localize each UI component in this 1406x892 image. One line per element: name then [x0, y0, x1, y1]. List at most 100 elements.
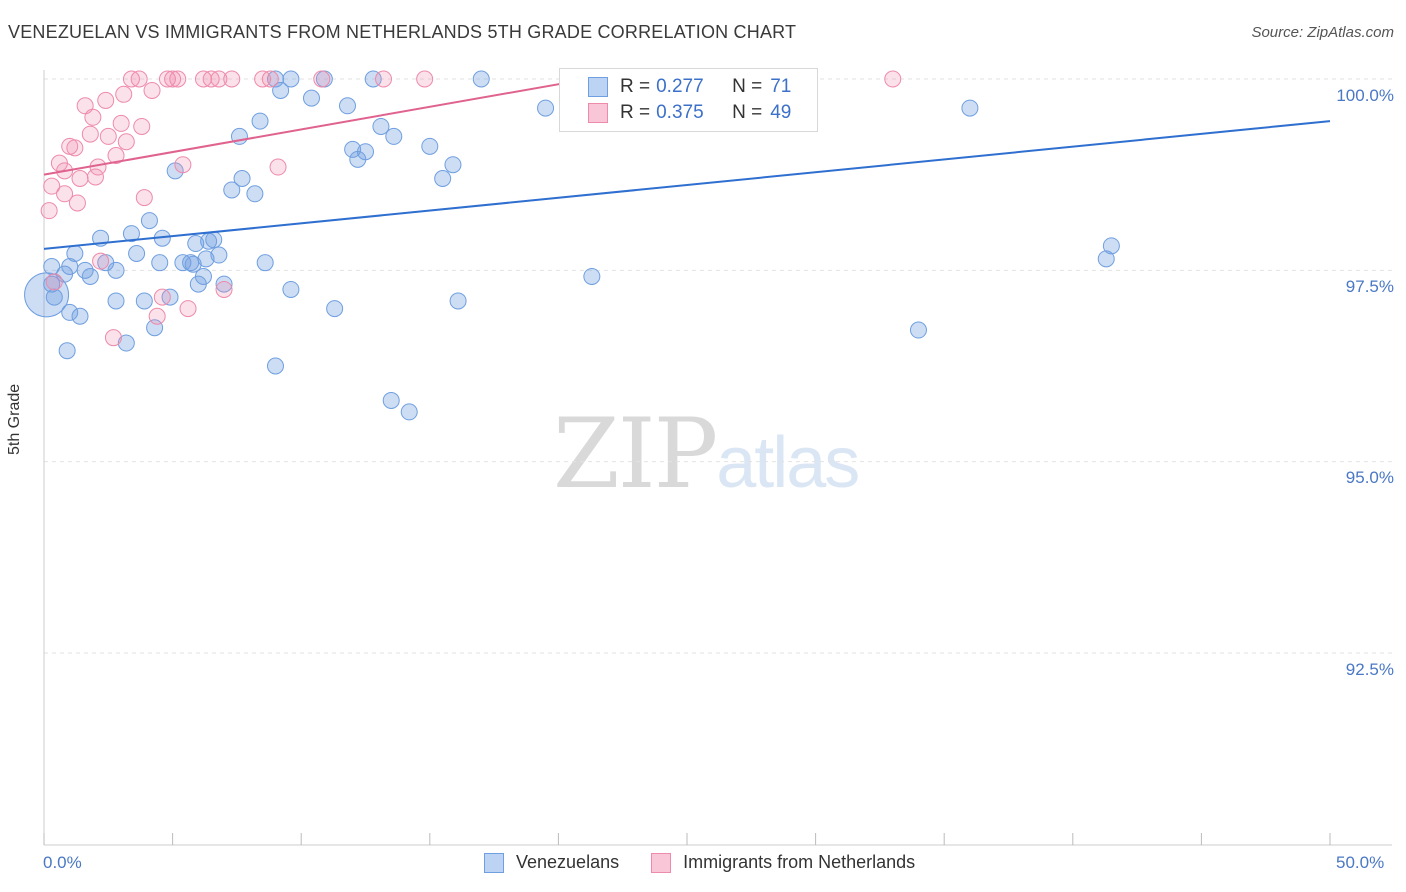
y-tick-label: 100.0% — [1336, 86, 1394, 105]
venezuelan-point — [107, 292, 125, 310]
netherlands-point — [130, 70, 148, 88]
grid-lines — [44, 78, 1392, 654]
netherlands-point — [45, 273, 63, 291]
venezuelan-point — [272, 81, 290, 99]
netherlands-point — [56, 185, 74, 203]
venezuelan-point — [43, 275, 61, 293]
y-axis-label: 5th Grade — [6, 383, 23, 455]
venezuelan-point — [961, 99, 979, 117]
netherlands-point — [112, 114, 130, 132]
venezuelan-point — [1102, 237, 1120, 255]
venezuelan-point — [537, 99, 555, 117]
venezuelan-point — [140, 212, 158, 230]
venezuelan-point — [246, 185, 264, 203]
netherlands-point — [884, 70, 902, 88]
netherlands-point — [261, 70, 279, 88]
venezuelan-point — [61, 303, 79, 321]
netherlands-point — [169, 70, 187, 88]
source-label: Source: ZipAtlas.com — [1251, 24, 1394, 41]
legend-swatch-venezuelans — [588, 77, 608, 97]
legend: R = 0.277 N = 71 R = 0.375 N = 49 — [559, 68, 818, 132]
legend-r-label: R = — [620, 102, 651, 123]
netherlands-point — [107, 147, 125, 165]
netherlands-point — [104, 329, 122, 347]
y-tick-label: 97.5% — [1345, 277, 1394, 296]
venezuelan-point — [266, 357, 284, 375]
netherlands-point — [416, 70, 434, 88]
venezuelan-point — [71, 307, 89, 325]
chart-title: VENEZUELAN VS IMMIGRANTS FROM NETHERLAND… — [8, 22, 797, 42]
netherlands-point — [97, 91, 115, 109]
venezuelan-point — [326, 300, 344, 318]
venezuelan-point — [184, 255, 202, 273]
legend-row-netherlands: R = 0.375 N = 49 — [560, 100, 791, 126]
netherlands-point — [92, 252, 110, 270]
watermark-atlas: atlas — [716, 423, 860, 503]
axes — [43, 70, 1392, 846]
netherlands-point — [135, 189, 153, 207]
netherlands-point — [117, 133, 135, 151]
netherlands-point — [40, 202, 58, 220]
venezuelan-point — [909, 321, 927, 339]
venezuelan-point — [302, 89, 320, 107]
venezuelan-point — [282, 70, 300, 88]
bottom-legend: Venezuelans Immigrants from Netherlands — [484, 852, 915, 873]
venezuelan-point — [1097, 250, 1115, 268]
legend-n-label: N = — [732, 102, 763, 123]
netherlands-point — [81, 125, 99, 143]
venezuelan-point — [205, 231, 223, 249]
netherlands-point — [210, 70, 228, 88]
legend-swatch-netherlands — [588, 103, 608, 123]
venezuelan-point — [187, 235, 205, 253]
venezuelan-point — [223, 181, 241, 199]
netherlands-point — [68, 194, 86, 212]
legend-n-value: 71 — [770, 76, 792, 97]
legend-r-value: 0.375 — [656, 102, 704, 123]
venezuelan-point — [400, 403, 418, 421]
netherlands-point — [179, 300, 197, 318]
legend-r-label: R = — [620, 76, 651, 97]
venezuelan-point — [233, 169, 251, 187]
venezuelan-point — [122, 225, 140, 243]
venezuelan-point — [344, 140, 362, 158]
venezuelan-point — [382, 391, 400, 409]
netherlands-point — [133, 117, 151, 135]
venezuelan-point — [357, 143, 374, 161]
bottom-legend-netherlands: Immigrants from Netherlands — [683, 852, 916, 872]
watermark: ZIPatlas — [553, 398, 860, 510]
netherlands-point — [269, 158, 287, 176]
venezuelan-point — [81, 267, 99, 285]
venezuelan-point — [107, 261, 125, 279]
venezuelan-point — [135, 292, 153, 310]
venezuelan-point — [151, 254, 169, 272]
trend-lines — [43, 74, 1331, 250]
venezuelan-point — [251, 112, 269, 130]
netherlands-point — [164, 70, 182, 88]
netherlands-point — [84, 108, 102, 126]
venezuelan-point — [385, 127, 403, 145]
bottom-legend-swatch-venezuelans — [484, 852, 504, 873]
netherlands-point — [71, 169, 89, 187]
x-tick-label: 0.0% — [43, 853, 82, 872]
legend-n-label: N = — [732, 76, 763, 97]
venezuelan-point — [421, 137, 439, 155]
x-tick-label: 50.0% — [1336, 853, 1385, 872]
venezuelan-point — [338, 97, 356, 115]
venezuelan-point — [215, 275, 233, 293]
netherlands-point — [153, 288, 171, 306]
venezuelan-point — [45, 288, 63, 306]
venezuelan-point — [66, 244, 84, 262]
venezuelan-point — [194, 267, 212, 285]
venezuelan-point — [472, 70, 490, 88]
venezuelan-point — [364, 70, 382, 88]
bottom-legend-venezuelans: Venezuelans — [516, 852, 620, 872]
netherlands-point — [115, 85, 133, 103]
venezuelan-point — [449, 292, 467, 310]
venezuelan-point — [117, 334, 135, 352]
y-tick-label: 95.0% — [1345, 468, 1394, 487]
netherlands-point — [86, 168, 104, 186]
venezuelan-point-large — [24, 272, 70, 318]
venezuelan-point — [58, 342, 76, 360]
netherlands-point — [158, 70, 176, 88]
